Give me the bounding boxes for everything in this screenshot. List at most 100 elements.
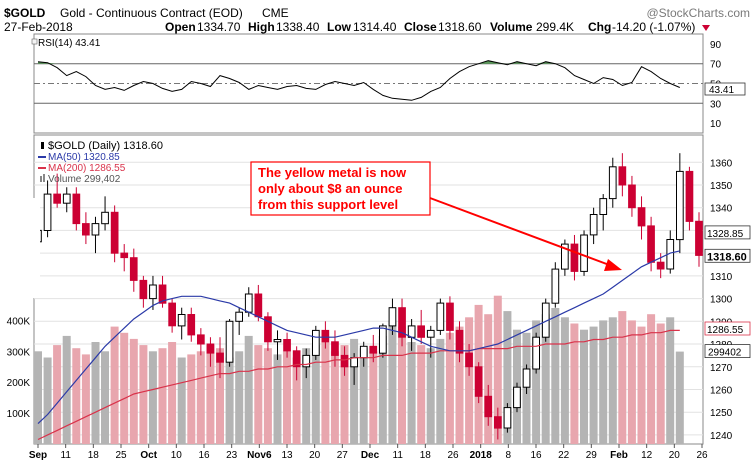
candle-body xyxy=(225,320,234,363)
candle-body xyxy=(436,302,445,331)
legend-entry: MA(50) 1320.85 xyxy=(48,152,120,163)
volume-bar xyxy=(72,348,81,444)
candle-body xyxy=(589,214,598,236)
x-axis-label: Feb xyxy=(610,450,628,461)
volume-bar xyxy=(302,348,311,444)
volume-bar xyxy=(158,348,167,444)
x-axis-label: 25 xyxy=(115,450,127,461)
candle-body xyxy=(244,293,253,313)
annotation-arrow xyxy=(429,197,613,267)
candle-body xyxy=(379,325,387,354)
ma200-line xyxy=(37,329,680,441)
volume-tag-text: 299402 xyxy=(708,348,742,359)
volume-bar xyxy=(273,354,282,444)
x-axis-label: 18 xyxy=(88,450,100,461)
volume-bar xyxy=(168,342,177,444)
volume-bar xyxy=(292,357,301,444)
low-label: Low xyxy=(327,20,352,34)
candle-body xyxy=(235,311,244,322)
candle-body xyxy=(369,345,378,354)
candle-body xyxy=(513,386,521,409)
ma50-line xyxy=(37,250,680,425)
x-axis-label: 26 xyxy=(447,450,459,461)
volume-bar xyxy=(225,357,234,444)
exchange-label: CME xyxy=(262,6,289,20)
volume-bar xyxy=(81,354,90,444)
price-tick-label: 1260 xyxy=(710,385,733,396)
volume-bar xyxy=(283,351,291,444)
candle-body xyxy=(82,223,90,236)
candle-body xyxy=(388,307,397,327)
symbol-label: $GOLD xyxy=(4,6,46,20)
volume-bar xyxy=(139,345,148,444)
price-tick-label: 1270 xyxy=(710,363,733,374)
candle-body xyxy=(101,211,109,225)
rsi-frame xyxy=(33,33,704,134)
volume-bar xyxy=(647,314,656,444)
candle-body xyxy=(53,193,61,204)
x-axis-label: 29 xyxy=(586,450,598,461)
volume-tick-label: 300K xyxy=(7,347,31,358)
x-axis-label: 13 xyxy=(281,450,293,461)
candle-body xyxy=(618,166,627,186)
volume-label: Volume xyxy=(490,20,533,34)
candle-body xyxy=(484,395,493,418)
volume-bar xyxy=(580,329,588,444)
volume-bar xyxy=(618,311,627,444)
x-axis-label: 16 xyxy=(198,450,210,461)
candle-body xyxy=(446,302,454,331)
volume-value: 299.4K xyxy=(536,20,574,34)
close-label: Close xyxy=(404,20,437,34)
volume-bar xyxy=(187,354,196,444)
price-tick-label: 1350 xyxy=(710,181,733,192)
candle-body xyxy=(503,407,512,429)
volume-bar xyxy=(608,317,617,444)
legend-volume-icon xyxy=(40,176,42,182)
volume-bar xyxy=(378,335,387,444)
candle-body xyxy=(647,225,655,263)
open-value: 1334.70 xyxy=(197,20,241,34)
candle-body xyxy=(302,354,311,368)
annotation-arrowhead-icon xyxy=(604,259,622,271)
annotation-line-2: only about $8 an ounce xyxy=(258,181,402,196)
change-label: Chg xyxy=(588,20,611,34)
volume-bar xyxy=(407,342,416,444)
candle-body xyxy=(177,314,186,327)
volume-bar xyxy=(656,323,665,444)
volume-bar xyxy=(541,314,550,444)
candle-body xyxy=(187,314,196,336)
rsi-tick-label: 70 xyxy=(710,60,722,71)
volume-bar xyxy=(340,345,349,444)
volume-bar xyxy=(493,295,502,444)
candle-body xyxy=(599,198,608,216)
rsi-value-tag xyxy=(704,82,746,96)
volume-bar xyxy=(532,320,541,444)
annotation-box xyxy=(250,161,431,216)
volume-tag-box xyxy=(704,344,751,359)
candle-body xyxy=(695,220,703,256)
candle-body xyxy=(254,293,263,318)
volume-bar xyxy=(263,348,272,444)
volume-bar xyxy=(148,351,157,444)
candle-body xyxy=(340,354,349,368)
candle-body xyxy=(417,325,425,338)
volume-bar xyxy=(503,311,512,444)
volume-bar xyxy=(484,314,493,444)
volume-tick-label: 100K xyxy=(7,409,31,420)
open-label: Open xyxy=(165,20,196,34)
candle-body xyxy=(312,329,320,356)
candle-body xyxy=(465,352,473,368)
price-tag-text: 1318.60 xyxy=(707,251,747,263)
x-axis-label: 12 xyxy=(641,450,653,461)
legend-candle-icon xyxy=(41,142,44,149)
volume-bar xyxy=(43,357,52,444)
candle-body xyxy=(43,193,52,232)
volume-bar xyxy=(637,326,646,444)
candle-body xyxy=(216,352,224,363)
price-tag-box xyxy=(704,248,751,263)
x-axis-label: 2018 xyxy=(470,450,493,461)
candle-body xyxy=(628,184,636,209)
annotation-line-3: from this support level xyxy=(258,197,398,212)
legend-entry: MA(200) 1286.55 xyxy=(48,163,126,174)
volume-bar xyxy=(350,338,359,444)
